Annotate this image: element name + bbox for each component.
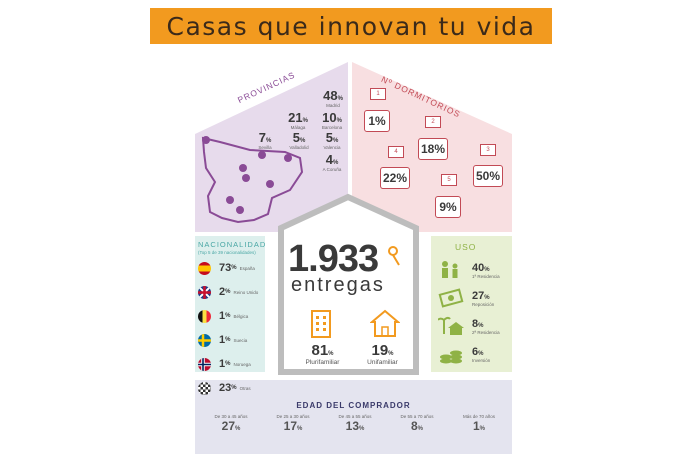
dorm-box-5: 9% — [435, 196, 461, 218]
nat-otras: 23% Otras — [198, 376, 264, 400]
tipo-unifamiliar: 19% Unifamiliar — [367, 342, 398, 366]
spain-flag-icon — [198, 261, 211, 275]
uso-panel — [431, 236, 512, 372]
nacionalidad-panel — [195, 236, 265, 372]
nacionalidad-subtitle: (Top 5 de 39 nacionalidades) — [198, 250, 256, 255]
dorm-tag-5: 5 — [441, 174, 457, 186]
prov-sevilla: 7% Sevilla — [258, 130, 272, 150]
infographic-title: Casas que innovan tu vida — [150, 8, 552, 44]
prov-valencia: 5% Valencia — [323, 130, 341, 150]
coins-icon — [440, 350, 462, 364]
uk-flag-icon — [198, 285, 211, 299]
uso-inversion: 6% Inversión — [438, 340, 510, 368]
dorm-tag-1: 1 — [370, 88, 386, 100]
uso-primera-residencia: 40% 1ª Residencia — [438, 256, 510, 284]
provincias-panel — [195, 62, 348, 232]
nat-suecia: 1% Suecia — [198, 328, 264, 352]
edad-mas-70: Más de 70 años 1% — [462, 414, 496, 433]
dorm-tag-3: 3 — [480, 144, 496, 156]
checkered-flag-icon — [198, 381, 211, 395]
edad-30-45: De 30 a 45 años 27% — [214, 414, 248, 433]
nat-espana: 73% España — [198, 256, 264, 280]
prov-valladolid: 5% Valladolid — [289, 130, 309, 150]
house-icon — [369, 308, 401, 343]
belgium-flag-icon — [198, 309, 211, 323]
dorm-box-1: 1% — [364, 110, 390, 132]
family-icon — [442, 261, 458, 278]
prov-barcelona: 10% Barcelona — [321, 110, 343, 130]
map-pins-icon — [202, 136, 292, 214]
keys-icon — [388, 246, 400, 266]
edad-title: EDAD DEL COMPRADOR — [296, 401, 411, 410]
building-icon — [306, 308, 336, 343]
uso-title: USO — [455, 242, 477, 252]
prov-madrid: 48% Madrid — [323, 88, 343, 108]
dorm-box-2: 18% — [418, 138, 448, 160]
spain-map-icon — [201, 136, 304, 224]
uso-reposicion: 27% Reposición — [438, 284, 510, 312]
tipo-plurifamiliar: 81% Plurifamiliar — [305, 342, 340, 366]
edad-25-30: De 25 a 30 años 17% — [276, 414, 310, 433]
edad-panel — [195, 380, 512, 454]
prov-a-coruna: 4% A Coruña — [322, 152, 342, 172]
dorm-tag-2: 2 — [425, 116, 441, 128]
sweden-flag-icon — [198, 333, 211, 347]
prov-malaga: 21% Málaga — [288, 110, 308, 130]
uso-segunda-residencia: 8% 2ª Residencia — [438, 312, 510, 340]
nacionalidad-title: NACIONALIDAD — [198, 240, 267, 249]
total-entregas-label: entregas — [291, 274, 385, 296]
total-entregas-value: 1.933 — [288, 238, 379, 280]
dorm-box-3: 50% — [473, 165, 503, 187]
dorm-box-4: 22% — [380, 167, 410, 189]
beach-house-icon — [438, 316, 464, 335]
money-icon — [438, 288, 464, 308]
nat-reino-unido: 2% Reino Unido — [198, 280, 264, 304]
edad-55-70: De 55 a 70 años 8% — [400, 414, 434, 433]
norway-flag-icon — [198, 357, 211, 371]
dorm-tag-4: 4 — [388, 146, 404, 158]
edad-45-55: De 45 a 55 años 13% — [338, 414, 372, 433]
nat-noruega: 1% Noruega — [198, 352, 264, 376]
nat-belgica: 1% Bélgica — [198, 304, 264, 328]
